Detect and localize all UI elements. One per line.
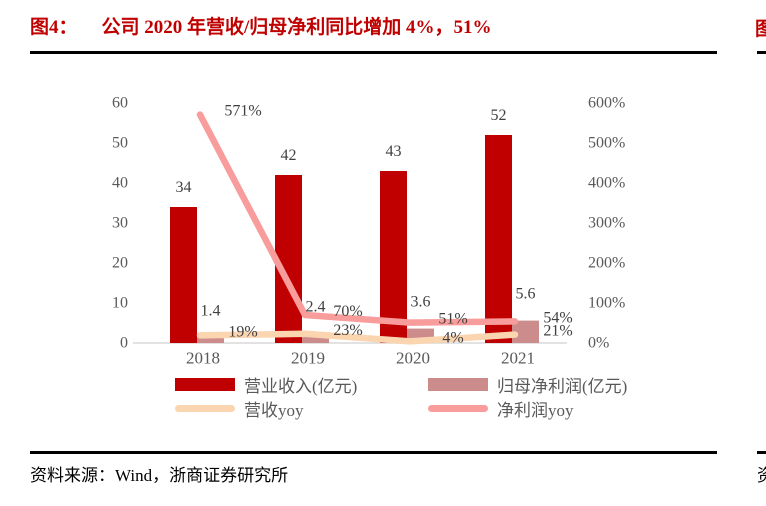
right-axis-tick: 400%: [588, 175, 625, 192]
adjacent-source-text-partial: 资: [757, 466, 766, 485]
line-data-label: 21%: [543, 323, 572, 340]
revenue-bar: [485, 135, 512, 343]
adjacent-header-rule-fragment: [757, 51, 766, 54]
right-axis-tick: 600%: [588, 95, 625, 112]
bar-data-label: 52: [491, 107, 507, 124]
bar-data-label: 43: [386, 143, 402, 160]
right-axis-tick: 0%: [588, 335, 609, 352]
bar-data-label: 1.4: [201, 302, 221, 319]
legend-item-revenue-yoy-line: 营收yoy: [175, 399, 304, 420]
revenue-bar: [275, 175, 302, 343]
line-data-label: 571%: [224, 103, 261, 120]
revenue-bar: [170, 207, 197, 343]
net-profit-yoy-line-swatch: [428, 404, 488, 412]
bar-data-label: 3.6: [411, 294, 431, 311]
left-axis-tick: 40: [112, 175, 128, 192]
adjacent-footer-rule-fragment: [757, 451, 766, 454]
net-profit-bar: [197, 337, 224, 343]
net-profit-bar: [302, 333, 329, 343]
net-profit-yoy-line: [196, 111, 519, 326]
net-profit-bar: [512, 320, 539, 343]
legend-label: 营业收入(亿元): [244, 376, 358, 396]
figure-header: 图4： 公司 2020 年营收/归母净利同比增加 4%，51%: [30, 12, 492, 39]
net-profit-bar-swatch: [428, 377, 488, 391]
left-axis-tick: 50: [112, 135, 128, 152]
left-axis-tick: 30: [112, 215, 128, 232]
line-data-label: 23%: [333, 322, 362, 339]
legend-item-revenue-bar: 营业收入(亿元): [175, 375, 357, 396]
revenue-bar: [380, 171, 407, 343]
left-axis-tick: 0: [120, 335, 128, 352]
x-axis-category-label: 2018: [186, 349, 220, 368]
left-axis-tick: 60: [112, 95, 128, 112]
left-axis-tick: 20: [112, 255, 128, 272]
bar-data-label: 42: [281, 147, 297, 164]
right-axis-tick: 500%: [588, 135, 625, 152]
header-divider-rule: [30, 51, 717, 54]
legend-item-net-profit-bar: 归母净利润(亿元): [428, 375, 627, 396]
x-axis-category-label: 2019: [291, 349, 325, 368]
legend-label: 净利润yoy: [497, 400, 574, 420]
revenue-yoy-line: [196, 330, 519, 345]
legend-label: 营收yoy: [244, 400, 304, 420]
line-data-label: 51%: [438, 311, 467, 328]
right-axis-tick: 100%: [588, 295, 625, 312]
line-data-label: 4%: [442, 329, 463, 346]
line-data-label: 54%: [543, 309, 572, 326]
x-axis-category-label: 2020: [396, 349, 430, 368]
bar-data-label: 2.4: [306, 298, 326, 315]
line-data-label: 70%: [333, 303, 362, 320]
bar-data-label: 5.6: [516, 286, 536, 303]
legend-label: 归母净利润(亿元): [497, 376, 628, 396]
footer-divider-rule: [30, 451, 717, 454]
figure-title: 公司 2020 年营收/归母净利同比增加 4%，51%: [101, 17, 492, 38]
bar-data-label: 34: [176, 179, 192, 196]
right-axis-tick: 200%: [588, 255, 625, 272]
figure-number-label: 图4：: [30, 17, 78, 38]
x-axis-category-label: 2021: [501, 349, 535, 368]
line-data-label: 19%: [228, 323, 257, 340]
revenue-yoy-line-swatch: [175, 404, 235, 412]
left-axis-tick: 10: [112, 295, 128, 312]
data-source-text: 资料来源：Wind，浙商证券研究所: [30, 466, 289, 485]
revenue-bar-swatch: [175, 377, 235, 391]
legend-item-net-profit-yoy-line: 净利润yoy: [428, 399, 574, 420]
adjacent-figure-label-partial: 图: [755, 19, 766, 40]
right-axis-tick: 300%: [588, 215, 625, 232]
